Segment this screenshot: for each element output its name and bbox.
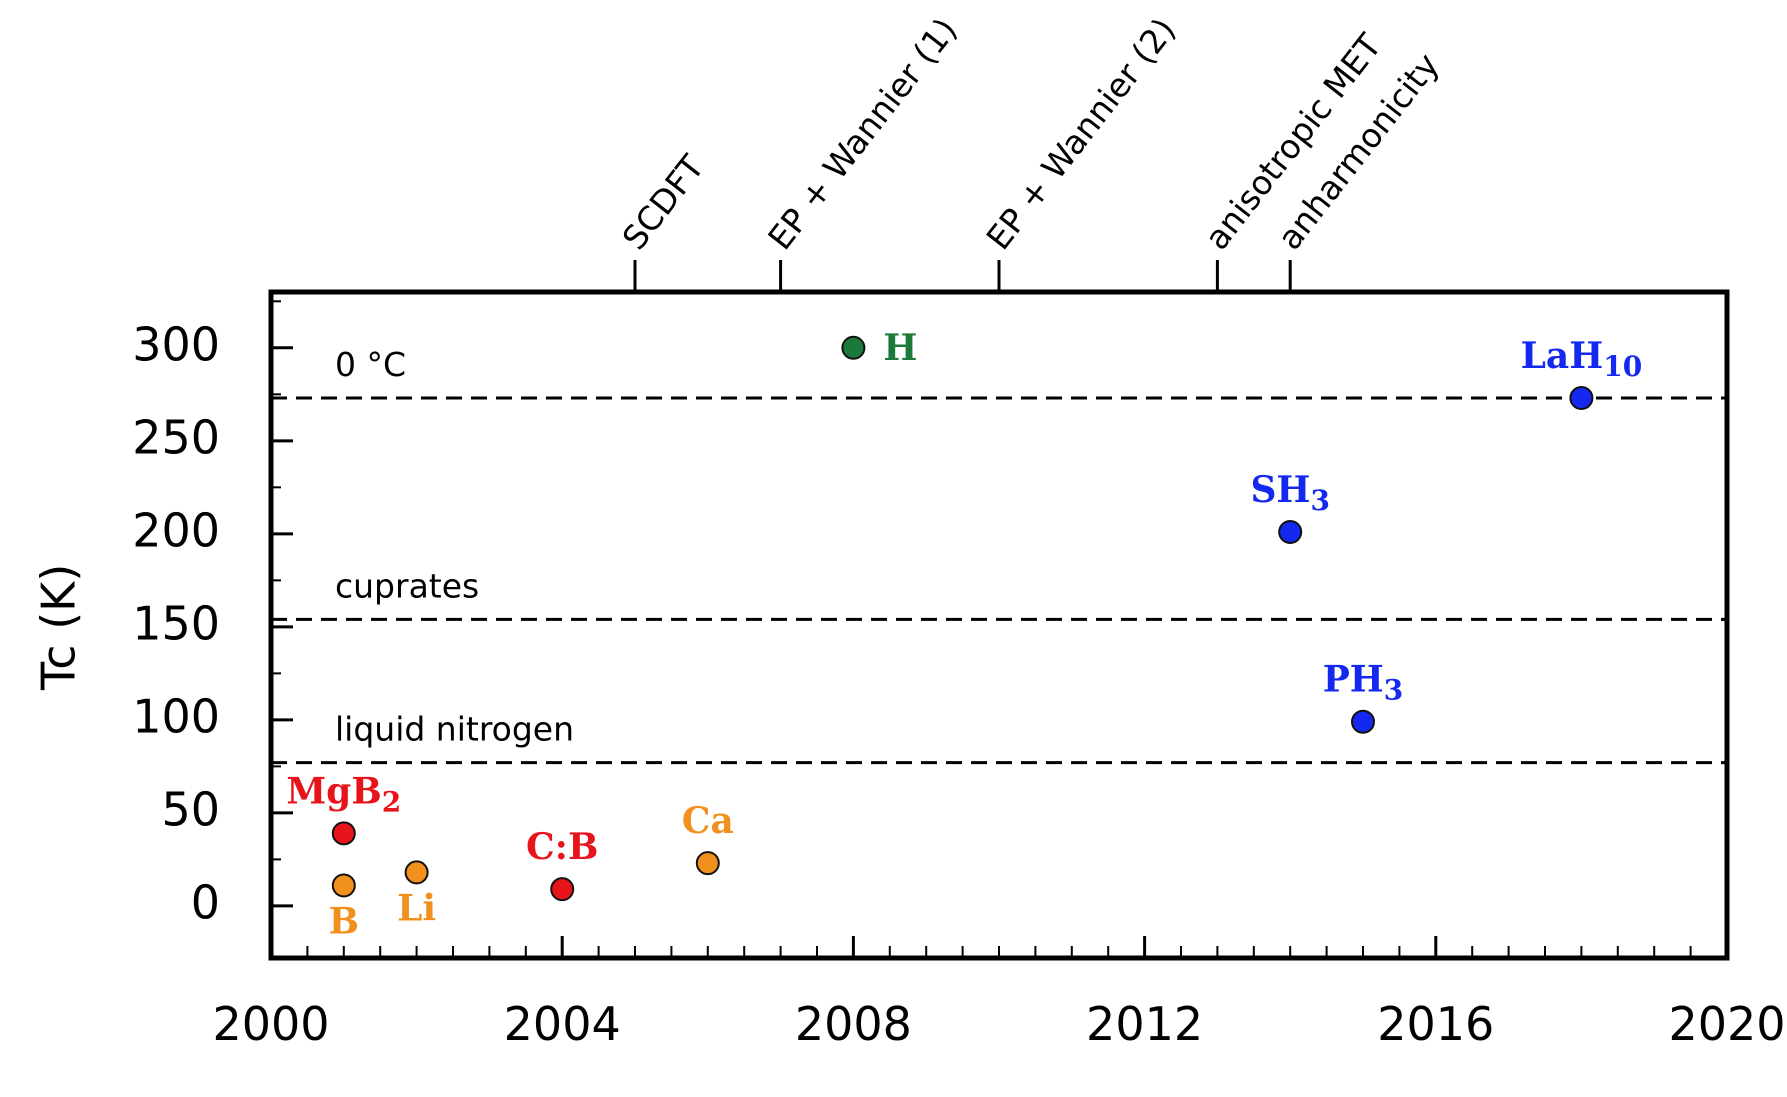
y-tick-label: 0 [191,875,220,929]
point-label: B [329,900,359,942]
data-points: MgB2 B Li C:B Ca H SH3 PH3 LaH10 [286,327,1642,943]
point-marker [1278,519,1303,544]
point-label: SH3 [1250,469,1330,517]
x-tick-label: 2008 [795,997,912,1051]
point-marker [331,821,356,846]
plot-frame [268,289,1730,961]
y-tick-label: 150 [132,596,220,650]
point-marker [550,877,575,902]
method-label-1: EP + Wannier (1) [760,11,964,257]
method-label-2: EP + Wannier (2) [979,11,1183,257]
y-axis-title: Tc (K) [32,564,86,691]
data-point-sh3: SH3 [1250,469,1330,544]
point-marker [1351,709,1375,734]
minor-ticks [271,300,1692,958]
x-tick-label: 2000 [212,997,329,1051]
data-point-ca: Ca [682,800,734,876]
point-marker [695,851,720,876]
method-ticks: SCDFT EP + Wannier (1) EP + Wannier (2) ani… [615,11,1447,292]
point-label: Li [397,887,436,929]
point-label: MgB2 [286,770,401,818]
x-tick-label: 2016 [1377,997,1494,1051]
y-tick-label: 200 [132,503,220,557]
data-point-h: H [841,327,917,369]
x-tick-label: 2012 [1086,997,1203,1051]
reference-label-1: cuprates [335,566,479,605]
data-point-ph3: PH3 [1323,659,1404,734]
x-tick-label: 2020 [1668,997,1785,1051]
point-label: C:B [526,826,598,868]
data-point-c:b: C:B [526,826,598,902]
y-tick-label: 50 [161,782,220,836]
data-point-li: Li [397,860,436,929]
point-marker [1569,386,1594,411]
data-point-mgb2: MgB2 [286,770,401,846]
reference-lines: 0 °C cuprates liquid nitrogen [271,345,1727,765]
reference-label-0: 0 °C [335,345,406,384]
y-tick-label: 100 [132,689,220,743]
reference-label-2: liquid nitrogen [335,710,574,749]
y-tick-label: 300 [132,317,220,371]
data-point-lah10: LaH10 [1521,335,1643,411]
point-label: PH3 [1323,659,1404,707]
major-ticks: 2000 2004 2008 2012 2016 2020 0 50 100 150 200 250 3… [132,317,1785,1051]
point-marker [841,335,866,360]
method-label-0: SCDFT [615,147,713,257]
point-label: H [883,327,917,369]
point-label: Ca [682,800,734,842]
x-tick-label: 2004 [504,997,621,1051]
point-marker [331,873,356,898]
point-label: LaH10 [1521,335,1643,383]
y-tick-label: 250 [132,410,220,464]
point-marker [404,860,429,885]
data-point-b: B [329,873,359,942]
